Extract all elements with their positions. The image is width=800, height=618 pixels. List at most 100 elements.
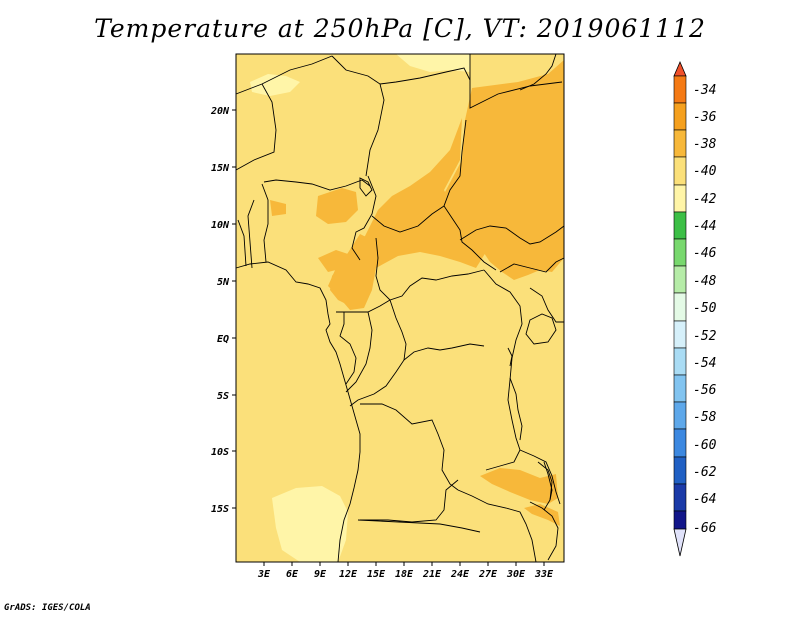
political-borders <box>235 53 565 563</box>
border-ghana <box>247 199 255 269</box>
border-namibia <box>357 519 481 533</box>
cool-region-northwest <box>250 74 300 96</box>
lon-label: 9E <box>314 569 327 580</box>
colorbar-label: -60 <box>693 438 717 453</box>
lon-label: 6E <box>286 569 299 580</box>
colorbar-bin <box>673 347 687 376</box>
border-south-sudan <box>459 225 565 245</box>
warm-region-cameroon <box>330 234 376 306</box>
border-tanzania <box>519 449 561 505</box>
lat-label: 10S <box>211 447 229 458</box>
border-egypt-sudan <box>469 54 563 109</box>
lon-label: 3E <box>257 569 271 580</box>
border-zambia-zimbabwe <box>457 489 537 563</box>
colorbar-bin <box>673 238 687 267</box>
lat-labels: 20N 15N 10N 5N EQ 5S 10S 15S <box>210 106 230 515</box>
colorbar-bottom-arrow <box>673 528 687 557</box>
colorbar-bin <box>673 374 687 403</box>
border-libya-chad <box>379 67 471 85</box>
border-drc-angola <box>360 403 459 491</box>
border-nigeria-benin <box>261 183 269 263</box>
colorbar-bin <box>673 483 687 512</box>
border-uganda-kenya <box>529 287 564 323</box>
lon-label: 21E <box>422 569 442 580</box>
warm-region-nigeria-south <box>318 250 348 272</box>
lake-chad <box>359 177 373 197</box>
colorbar-label: -38 <box>693 137 717 152</box>
colorbar-label: -66 <box>693 521 717 536</box>
lat-label: 20N <box>210 106 230 117</box>
colorbar-label: -46 <box>693 246 717 261</box>
colorbar: -34 -36 -38 -40 -42 -44 -46 -48 -50 -52 … <box>673 60 717 557</box>
lat-label: 15S <box>211 504 229 515</box>
border-sahara-1 <box>235 55 333 95</box>
cool-region-south <box>272 486 348 562</box>
colorbar-bin <box>673 184 687 213</box>
colorbar-label: -48 <box>693 274 717 289</box>
map-frame <box>235 53 565 563</box>
warm-region-nigeria <box>316 188 358 224</box>
map-panel <box>235 53 565 563</box>
lon-ticks <box>263 562 545 566</box>
congo-river <box>403 343 485 361</box>
lat-label: EQ <box>217 334 229 345</box>
chart-title: Temperature at 250hPa [C], VT: 201906111… <box>94 14 706 43</box>
colorbar-label: -56 <box>693 383 717 398</box>
lon-label: 12E <box>339 569 358 580</box>
colorbar-bin <box>673 401 687 430</box>
lon-label: 15E <box>367 569 386 580</box>
colorbar-label: -40 <box>693 164 717 179</box>
border-niger-south <box>263 179 371 191</box>
lon-label: 24E <box>450 569 470 580</box>
lon-label: 27E <box>478 569 498 580</box>
colorbar-label: -52 <box>693 329 717 344</box>
colorbar-bin <box>673 456 687 485</box>
colorbar-label: -54 <box>693 356 716 371</box>
grads-credit: GrADS: IGES/COLA <box>4 603 91 613</box>
colorbar-label: -64 <box>693 492 716 507</box>
colorbar-bin <box>673 129 687 158</box>
colorbar-bin <box>673 211 687 240</box>
warm-region-car <box>420 220 470 254</box>
colorbar-label: -50 <box>693 301 717 316</box>
warm-region-sudan <box>445 60 564 280</box>
border-chad-car <box>371 205 445 233</box>
border-angola-zambia <box>360 479 459 523</box>
colorbar-bin <box>673 428 687 458</box>
border-mali-niger <box>235 83 277 171</box>
border-ethiopia <box>499 257 565 273</box>
colorbar-bin <box>673 102 687 131</box>
border-chad-sudan <box>443 119 497 271</box>
warm-region-malawi <box>480 468 558 504</box>
lake-victoria <box>525 313 557 345</box>
lat-label: 5N <box>217 277 230 288</box>
border-togo <box>237 219 247 267</box>
border-cameroon-south <box>344 299 391 313</box>
colorbar-label: -44 <box>693 219 716 234</box>
lake-tanganyika <box>509 377 523 441</box>
warm-region-niger-west <box>270 200 286 216</box>
cool-region-north <box>396 54 470 72</box>
warm-region-mozambique <box>524 504 560 526</box>
border-drc-east <box>483 269 523 471</box>
lat-label: 15N <box>211 163 230 174</box>
colorbar-bin <box>673 292 687 322</box>
lon-label: 30E <box>506 569 526 580</box>
border-algeria-niger <box>331 55 385 177</box>
border-cameroon-east <box>375 237 485 301</box>
border-chad-west <box>351 175 377 261</box>
colorbar-bin <box>673 75 687 104</box>
colorbar-bin <box>673 510 687 530</box>
colorbar-top-arrow <box>673 60 687 77</box>
colorbar-label: -36 <box>693 110 717 125</box>
colorbar-label: -62 <box>693 465 717 480</box>
lake-kivu <box>507 347 513 367</box>
colorbar-label: -34 <box>693 83 716 98</box>
border-drc-west <box>349 299 407 407</box>
colorbar-bin <box>673 265 687 294</box>
west-africa-coast <box>235 261 361 563</box>
red-sea-coast <box>519 53 557 91</box>
lon-labels: 3E 6E 9E 12E 15E 18E 21E 24E 27E 30E 33E <box>257 569 554 580</box>
lat-label: 5S <box>217 391 229 402</box>
